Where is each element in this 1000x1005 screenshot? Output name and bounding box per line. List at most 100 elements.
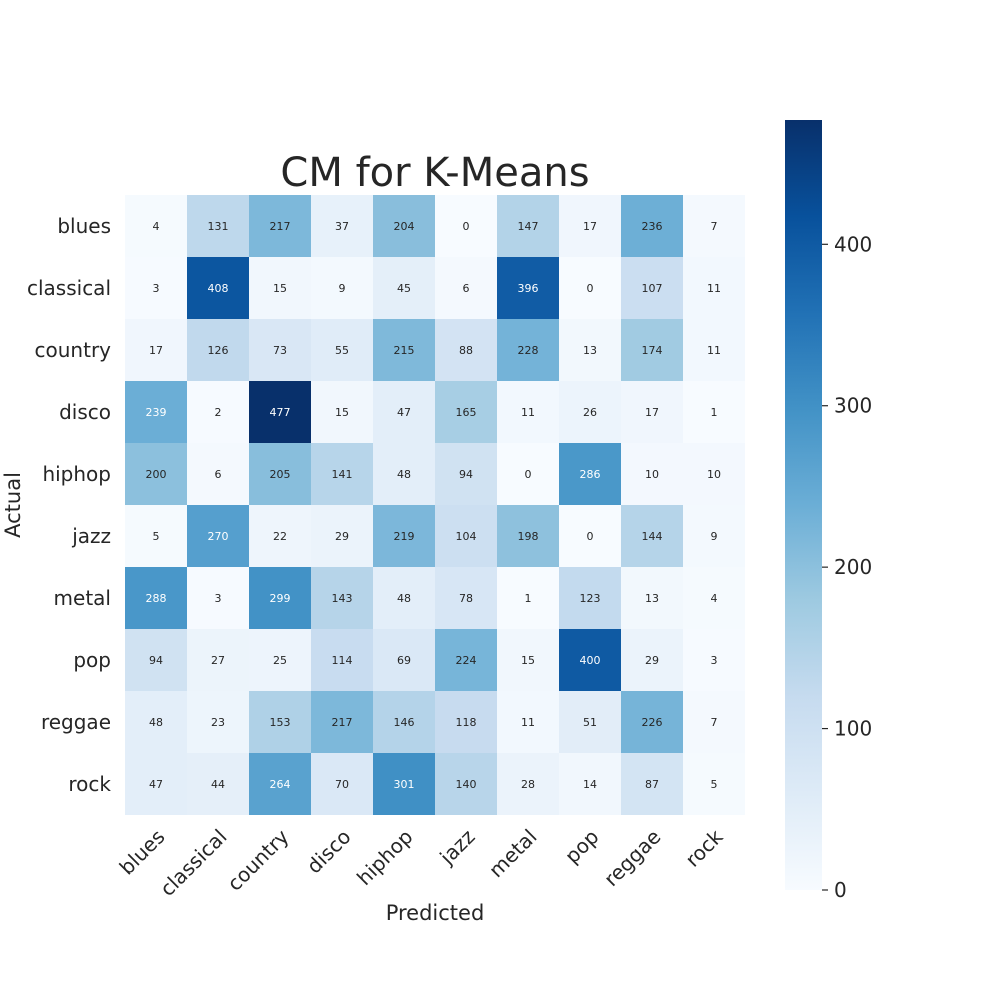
cell-value-label: 11 [707,282,721,295]
heatmap-cell [249,567,311,629]
cell-value-label: 477 [270,406,291,419]
cell-value-label: 29 [335,530,349,543]
cell-value-label: 25 [273,654,287,667]
cell-value-label: 48 [397,592,411,605]
heatmap-cell [373,691,435,753]
heatmap-cell [683,691,745,753]
cell-value-label: 0 [525,468,532,481]
cell-value-label: 143 [332,592,353,605]
cell-value-label: 5 [711,778,718,791]
heatmap-cell [187,443,249,505]
heatmap-cell [683,319,745,381]
heatmap-cell [311,753,373,815]
cell-value-label: 165 [456,406,477,419]
heatmap-cell [497,381,559,443]
heatmap-cell [621,691,683,753]
heatmap-cell [373,195,435,257]
heatmap-cell [187,567,249,629]
cell-value-label: 28 [521,778,535,791]
cell-value-label: 198 [518,530,539,543]
x-tick-label: classical [155,825,231,901]
heatmap-cell [187,195,249,257]
y-tick-label: reggae [41,710,111,734]
cell-value-label: 9 [339,282,346,295]
cell-value-label: 11 [521,406,535,419]
colorbar-ticks: 0 100 200 300 400 [822,232,872,902]
heatmap-cells: 4 131 217 37 204 0 147 17 236 73 408 15 9 45 6 396 0 107 1… [125,195,745,815]
colorbar-tick-label: 200 [834,555,872,579]
cell-value-label: 2 [215,406,222,419]
heatmap-cell [559,381,621,443]
cell-value-label: 55 [335,344,349,357]
colorbar-tick-label: 300 [834,394,872,418]
heatmap-cell [497,443,559,505]
cell-value-label: 118 [456,716,477,729]
cell-value-label: 47 [397,406,411,419]
cell-value-label: 219 [394,530,415,543]
heatmap-cell [249,629,311,691]
heatmap-cell [249,195,311,257]
cell-value-label: 264 [270,778,291,791]
cell-value-label: 6 [463,282,470,295]
cell-value-label: 48 [149,716,163,729]
heatmap-cell [311,195,373,257]
heatmap-cell [435,443,497,505]
heatmap-cell [311,443,373,505]
cell-value-label: 400 [580,654,601,667]
cell-value-label: 226 [642,716,663,729]
x-tick-label: disco [302,825,356,879]
cell-value-label: 114 [332,654,353,667]
y-axis-label: Actual [1,472,25,538]
cell-value-label: 73 [273,344,287,357]
heatmap-cell [435,567,497,629]
cell-value-label: 15 [273,282,287,295]
heatmap-cell [621,195,683,257]
y-tick-label: pop [73,648,111,672]
heatmap-cell [373,443,435,505]
heatmap-cell [249,381,311,443]
cell-value-label: 0 [587,530,594,543]
cell-value-label: 144 [642,530,663,543]
cell-value-label: 228 [518,344,539,357]
heatmap-cell [249,319,311,381]
cell-value-label: 174 [642,344,663,357]
cell-value-label: 94 [149,654,163,667]
heatmap-cell [497,691,559,753]
heatmap-cell [373,567,435,629]
cell-value-label: 6 [215,468,222,481]
heatmap-cell [373,505,435,567]
cell-value-label: 239 [146,406,167,419]
cell-value-label: 88 [459,344,473,357]
cell-value-label: 17 [149,344,163,357]
heatmap-cell [683,629,745,691]
y-tick-label: classical [27,276,111,300]
cell-value-label: 27 [211,654,225,667]
y-tick-label: disco [59,400,111,424]
heatmap-cell [249,691,311,753]
heatmap-cell [559,753,621,815]
y-tick-label: country [35,338,112,362]
heatmap-cell [311,319,373,381]
heatmap-cell [683,443,745,505]
cell-value-label: 26 [583,406,597,419]
heatmap-cell [621,381,683,443]
cell-value-label: 236 [642,220,663,233]
heatmap-cell [559,505,621,567]
x-tick-label: blues [115,825,170,880]
cell-value-label: 48 [397,468,411,481]
heatmap-cell [435,505,497,567]
heatmap-cell [683,195,745,257]
cell-value-label: 224 [456,654,477,667]
y-tick-label: jazz [71,524,111,548]
cell-value-label: 270 [208,530,229,543]
heatmap-cell [435,753,497,815]
heatmap-cell [125,567,187,629]
heatmap-cell [187,381,249,443]
cell-value-label: 217 [332,716,353,729]
cell-value-label: 0 [463,220,470,233]
heatmap-cell [187,319,249,381]
cell-value-label: 10 [645,468,659,481]
heatmap-cell [621,257,683,319]
